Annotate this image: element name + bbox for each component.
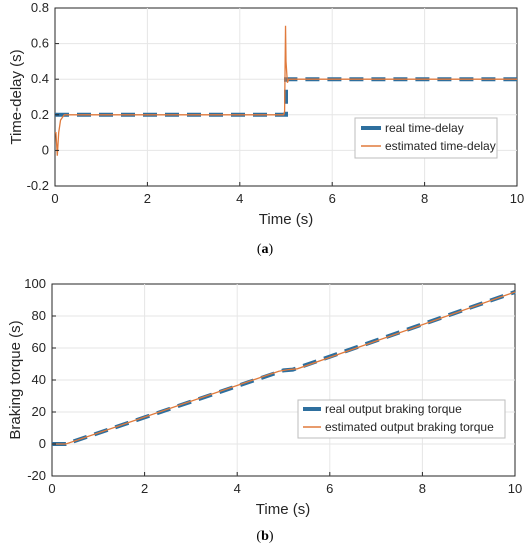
- tick-label-y: 40: [32, 372, 46, 387]
- tick-label-y: 0: [39, 436, 46, 451]
- legend-box-b: [297, 399, 506, 439]
- caption-b-letter: b: [261, 529, 269, 544]
- tick-label-y: -20: [27, 468, 46, 483]
- tick-label-x: 4: [234, 481, 241, 496]
- tick-label-x: 2: [144, 191, 151, 206]
- xlabel-b: Time (s): [256, 501, 310, 518]
- tick-label-y: 0.8: [31, 0, 49, 15]
- caption-a: (a): [257, 242, 274, 257]
- tick-label-y: -0.2: [27, 178, 49, 193]
- tick-label-x: 4: [236, 191, 243, 206]
- legend-label-est-b: estimated output braking torque: [325, 420, 494, 434]
- tick-label-y: 80: [32, 308, 46, 323]
- legend-box-a: [354, 117, 498, 159]
- series-line-estimated: [55, 25, 517, 156]
- grid-b: [52, 284, 515, 476]
- tick-label-y: 0.6: [31, 36, 49, 51]
- ylabel-a: Time-delay (s): [8, 49, 25, 144]
- xlabel-a: Time (s): [259, 211, 313, 228]
- series-a: [55, 25, 517, 156]
- legend-label-real-b: real output braking torque: [325, 402, 462, 416]
- tick-label-y: 60: [32, 340, 46, 355]
- panel-a: 0 2 4 6 8 10-0.200.20.40.60.8 Time (s) Time-d…: [8, 0, 524, 257]
- tick-label-x: 8: [421, 191, 428, 206]
- tick-label-x: 6: [326, 481, 333, 496]
- legend-b: real output braking torque estimated out…: [297, 399, 506, 439]
- legend-a: real time-delay estimated time-delay: [354, 117, 498, 159]
- tick-label-y: 100: [24, 276, 46, 291]
- series-b: [52, 290, 516, 446]
- tick-label-x: 2: [141, 481, 148, 496]
- tick-label-x: 10: [510, 191, 524, 206]
- ticks-a: 0 2 4 6 8 10-0.200.20.40.60.8: [27, 0, 525, 206]
- series-line-estimated: [52, 291, 516, 445]
- tick-label-x: 6: [329, 191, 336, 206]
- tick-label-x: 0: [51, 191, 58, 206]
- tick-label-y: 0.2: [31, 107, 49, 122]
- caption-b: (b): [256, 529, 273, 544]
- tick-label-y: 0.4: [31, 71, 49, 86]
- tick-label-x: 10: [508, 481, 522, 496]
- tick-label-x: 8: [419, 481, 426, 496]
- tick-label-y: 20: [32, 404, 46, 419]
- ylabel-b: Braking torque (s): [7, 320, 24, 439]
- legend-label-est-a: estimated time-delay: [385, 139, 496, 153]
- legend-label-real-a: real time-delay: [385, 121, 464, 135]
- caption-a-letter: a: [262, 242, 269, 257]
- tick-label-y: 0: [42, 142, 49, 157]
- tick-label-x: 0: [48, 481, 55, 496]
